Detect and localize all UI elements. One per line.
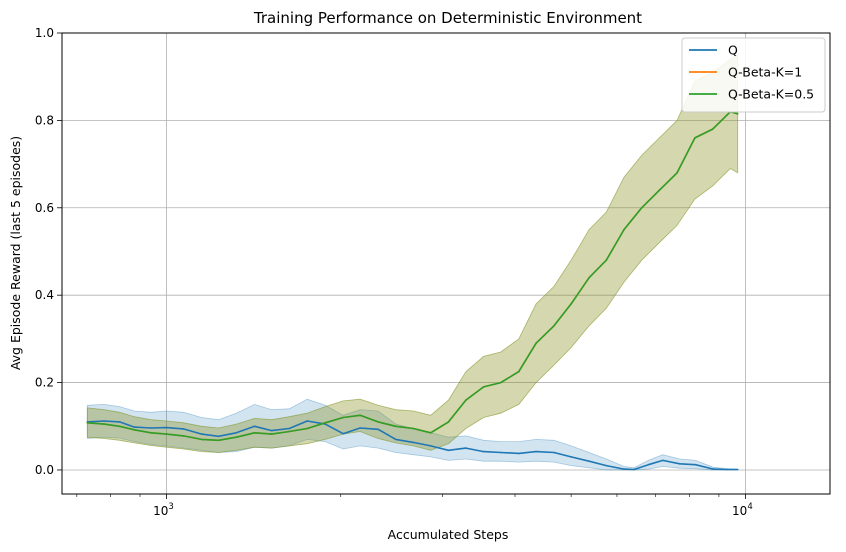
point-q-beta-k-0-5 [270, 433, 273, 435]
point-q [342, 432, 345, 435]
point-q-beta-k-0-5 [658, 189, 661, 192]
point-q-beta-k-0-5 [736, 113, 739, 115]
x-tick-label: 104 [732, 502, 753, 518]
point-q [465, 447, 467, 449]
point-q-beta-k-0-5 [118, 425, 121, 428]
chart-title: Training Performance on Deterministic En… [253, 9, 642, 27]
point-q [633, 468, 635, 471]
legend: Q Q-Beta-K=1 Q-Beta-K=0.5 [681, 37, 826, 113]
point-q-beta-k-0-5 [676, 172, 678, 174]
point-q [200, 433, 203, 435]
point-q [217, 435, 220, 438]
point-q [588, 460, 590, 463]
y-axis-label: Avg Episode Reward (last 5 episodes) [8, 136, 23, 370]
point-q [726, 468, 728, 471]
point-q-beta-k-0-5 [465, 399, 467, 401]
point-q [482, 450, 485, 453]
point-q [270, 429, 273, 432]
point-q-beta-k-0-5 [570, 303, 572, 305]
point-q [253, 425, 256, 428]
legend-label: Q-Beta-K=0.5 [728, 87, 814, 102]
point-q-beta-k-0-5 [324, 422, 327, 424]
y-tick-label: 1.0 [35, 26, 54, 40]
point-q-beta-k-0-5 [342, 416, 345, 419]
point-q [736, 468, 739, 471]
point-q [570, 456, 572, 458]
plot-area-frame [61, 32, 831, 495]
point-q-beta-k-0-5 [518, 370, 520, 373]
band-q-beta-k-1 [86, 54, 739, 453]
point-q-beta-k-0-5 [395, 425, 397, 428]
point-q [605, 464, 608, 467]
point-q [306, 420, 309, 422]
point-q [235, 432, 238, 434]
point-q-beta-k-0-5 [253, 432, 256, 434]
y-tick-label: 0.8 [35, 113, 54, 127]
point-q [103, 420, 105, 422]
point-q [500, 451, 502, 454]
point-q [288, 427, 291, 430]
point-q-beta-k-0-5 [359, 414, 361, 417]
point-q [694, 463, 697, 466]
legend-label: Q [728, 43, 738, 58]
legend-label: Q-Beta-K=1 [728, 65, 802, 80]
point-q-beta-k-0-5 [235, 436, 238, 439]
x-tick-label: 103 [153, 502, 174, 518]
point-q-beta-k-0-5 [447, 421, 450, 423]
y-tick-label: 0.6 [35, 201, 54, 215]
point-q [447, 449, 450, 452]
point-q-beta-k-0-5 [165, 433, 168, 435]
axis-ticks: 103 104 0.0 0.2 0.4 0.6 0.8 1.0 [35, 26, 753, 518]
point-q [133, 426, 136, 428]
y-tick-label: 0.0 [35, 463, 54, 477]
band-q-beta-k-0-5 [86, 54, 739, 453]
point-q-beta-k-0-5 [133, 429, 136, 431]
point-q [165, 426, 168, 429]
point-q [553, 451, 555, 454]
point-q-beta-k-0-5 [553, 325, 555, 327]
y-tick-label: 0.2 [35, 376, 54, 390]
point-q [712, 468, 715, 470]
point-q [150, 427, 152, 429]
point-q-beta-k-0-5 [482, 386, 485, 388]
point-q-beta-k-0-5 [182, 435, 185, 437]
point-q [678, 463, 681, 465]
point-q [182, 428, 185, 430]
point-q-beta-k-0-5 [217, 439, 220, 442]
y-tick-label: 0.4 [35, 288, 54, 302]
point-q-beta-k-0-5 [150, 432, 152, 434]
point-q [412, 441, 415, 444]
point-q [518, 452, 520, 455]
point-q-beta-k-0-5 [588, 276, 590, 279]
point-q [377, 428, 379, 431]
x-axis-label: Accumulated Steps [388, 527, 509, 542]
point-q [647, 463, 650, 466]
point-q-beta-k-0-5 [535, 342, 537, 345]
point-q-beta-k-0-5 [412, 427, 415, 430]
point-q [623, 468, 625, 470]
point-q-beta-k-0-5 [306, 427, 309, 430]
point-q-beta-k-0-5 [103, 423, 105, 425]
point-q-beta-k-0-5 [429, 432, 432, 434]
point-q-beta-k-0-5 [605, 259, 608, 262]
point-q-beta-k-0-5 [623, 228, 625, 231]
line-q [87, 420, 738, 471]
point-q [429, 445, 432, 447]
legend-box [681, 37, 826, 113]
point-q-beta-k-0-5 [86, 422, 89, 424]
point-q-beta-k-0-5 [500, 381, 502, 384]
point-q [118, 421, 121, 423]
point-q [662, 459, 664, 462]
point-q-beta-k-0-5 [694, 137, 696, 139]
point-q [395, 438, 397, 441]
point-q-beta-k-0-5 [640, 207, 643, 209]
point-q [535, 450, 537, 453]
point-q [359, 427, 361, 429]
series-lines [86, 110, 739, 471]
point-q-beta-k-0-5 [200, 438, 203, 441]
point-q-beta-k-0-5 [288, 430, 291, 433]
point-q-beta-k-0-5 [711, 128, 714, 130]
point-q-beta-k-0-5 [377, 421, 379, 423]
